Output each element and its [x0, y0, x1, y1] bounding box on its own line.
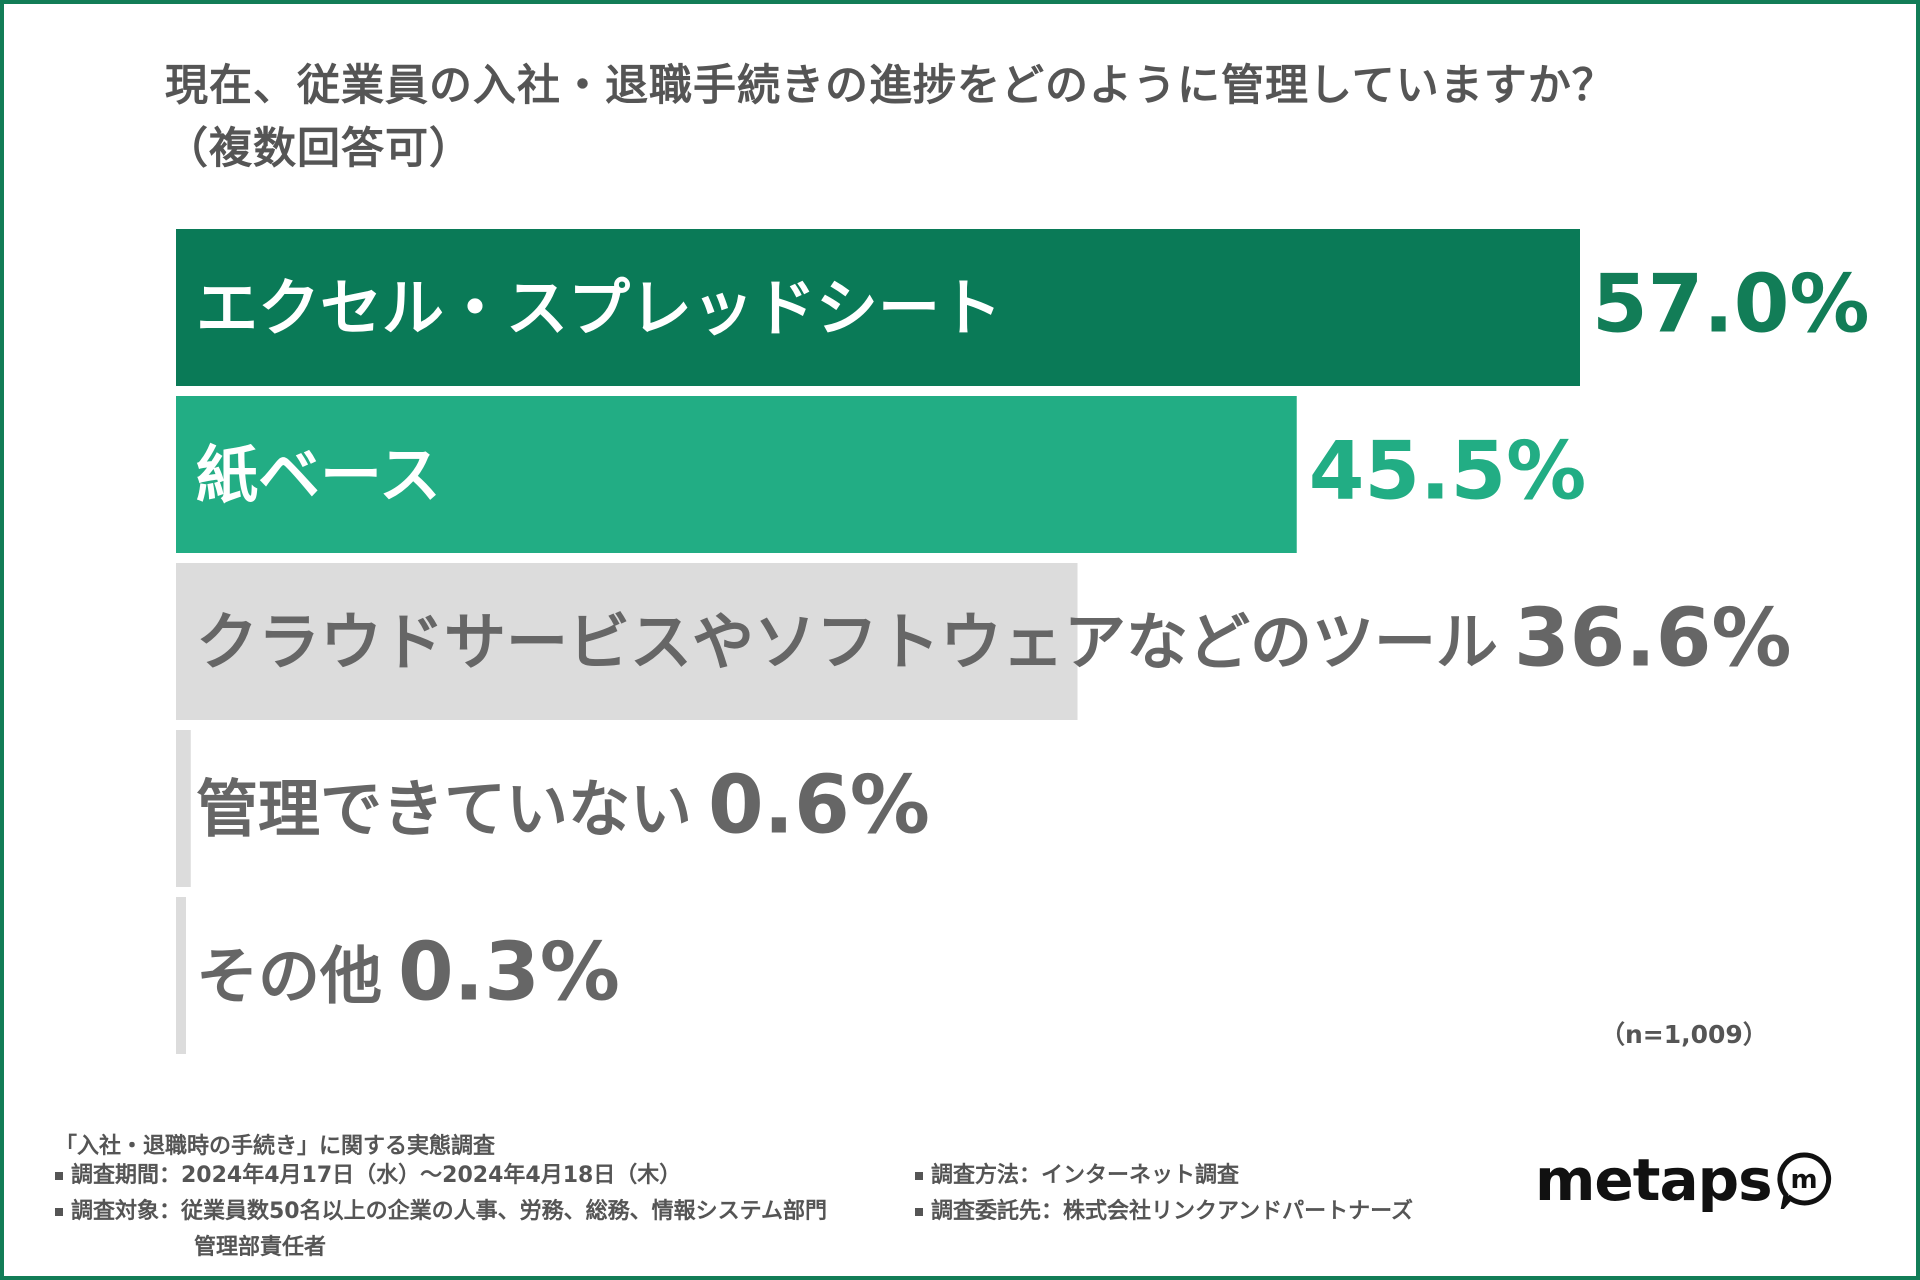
survey-period-text: 調査期間：2024年4月17日（水）〜2024年4月18日（木）	[71, 1163, 682, 1188]
bar-value-2: 36.6%	[1514, 592, 1792, 685]
bullet-icon	[55, 1172, 63, 1180]
bar-value-0: 57.0%	[1592, 258, 1870, 351]
bar-label-0: エクセル・スプレッドシート	[196, 272, 1002, 345]
bar-0	[176, 229, 1580, 386]
bar-value-1: 45.5%	[1309, 425, 1587, 518]
bar-label-1: 紙ベース	[196, 439, 441, 512]
sample-size: （n=1,009）	[1600, 1020, 1768, 1049]
survey-method: 調査方法：インターネット調査	[915, 1158, 1413, 1194]
bar-4	[176, 897, 186, 1054]
bar-chart: エクセル・スプレッドシート 57.0% 紙ベース 45.5% クラウドサービスやソフトウ…	[176, 229, 1870, 1054]
logo-badge-icon: m	[1777, 1152, 1831, 1209]
bar-3	[176, 730, 191, 887]
bar-label-3: 管理できていない	[196, 773, 692, 846]
metaps-logo: metaps m	[1535, 1146, 1832, 1214]
survey-name: 「入社・退職時の手続き」に関する実態調査	[55, 1134, 496, 1159]
survey-target-text: 調査対象：従業員数50名以上の企業の人事、労務、総務、情報システム部門	[71, 1199, 827, 1224]
bar-2	[176, 563, 1078, 720]
survey-method-text: 調査方法：インターネット調査	[931, 1163, 1240, 1188]
survey-client: 調査委託先：株式会社リンクアンドパートナーズ	[915, 1194, 1413, 1230]
bar-label-2: クラウドサービスやソフトウェアなどのツール	[196, 606, 1498, 679]
logo-badge-letter: m	[1790, 1165, 1817, 1195]
survey-details-right: 調査方法：インターネット調査 調査委託先：株式会社リンクアンドパートナーズ	[915, 1158, 1413, 1230]
title-line-1: 現在、従業員の入社・退職手続きの進捗をどのように管理していますか？	[165, 61, 1616, 111]
bar-1	[176, 396, 1297, 553]
logo-wordmark: metaps	[1535, 1146, 1773, 1214]
bullet-icon	[915, 1172, 923, 1180]
survey-period: 調査期間：2024年4月17日（水）〜2024年4月18日（木）	[55, 1158, 827, 1194]
bar-label-4: その他	[196, 940, 382, 1013]
bullet-icon	[55, 1208, 63, 1216]
bar-value-3: 0.6%	[708, 759, 930, 852]
survey-details-left: 調査期間：2024年4月17日（水）〜2024年4月18日（木） 調査対象：従業…	[55, 1158, 827, 1266]
survey-client-text: 調査委託先：株式会社リンクアンドパートナーズ	[931, 1199, 1414, 1224]
survey-target: 調査対象：従業員数50名以上の企業の人事、労務、総務、情報システム部門	[55, 1194, 827, 1230]
bullet-icon	[915, 1208, 923, 1216]
title-line-2: （複数回答可）	[165, 124, 473, 174]
chart-title: 現在、従業員の入社・退職手続きの進捗をどのように管理していますか？ （複数回答可…	[165, 55, 1805, 181]
bar-value-4: 0.3%	[398, 926, 620, 1019]
survey-target-continued: 管理部責任者	[194, 1235, 327, 1260]
